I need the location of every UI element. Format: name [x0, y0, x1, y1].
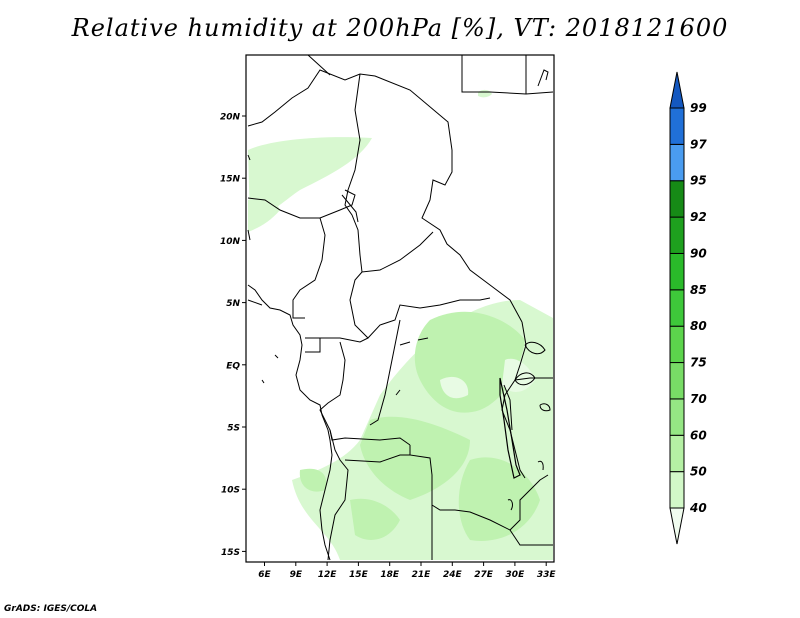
colorbar-label: 75 — [690, 356, 707, 370]
colorbar-band — [669, 143, 685, 182]
colorbar-label: 80 — [690, 319, 707, 333]
colorbar: 40 50 60 70 75 80 85 90 92 95 97 99 — [669, 71, 707, 545]
coastlines — [247, 69, 551, 561]
colorbar-label: 50 — [690, 465, 707, 479]
colorbar-band — [669, 398, 685, 436]
lon-tick-label: 30E — [506, 570, 526, 580]
colorbar-band — [669, 434, 685, 473]
lat-tick-label: 5N — [226, 299, 240, 309]
colorbar-band — [669, 252, 685, 291]
lon-tick-label: 27E — [474, 570, 494, 580]
lat-tick-label: EQ — [226, 361, 240, 371]
colorbar-label: 99 — [690, 101, 707, 115]
lon-tick-label: 24E — [443, 570, 463, 580]
lon-tick-label: 33E — [537, 570, 557, 580]
lon-tick-label: 21E — [412, 570, 432, 580]
colorbar-band — [669, 107, 685, 145]
colorbar-label: 40 — [689, 501, 707, 515]
colorbar-label: 92 — [690, 210, 707, 224]
lat-tick-label: 10S — [221, 486, 240, 496]
lat-tick-label: 10N — [220, 237, 241, 247]
colorbar-label: 95 — [690, 174, 707, 188]
colorbar-label: 97 — [690, 137, 707, 151]
colorbar-label: 85 — [690, 283, 707, 297]
lon-tick-label: 9E — [290, 570, 303, 580]
latitude-axis: 20N 15N 10N 5N EQ 5S 10S 15S — [220, 113, 246, 558]
colorbar-upper-triangle — [669, 71, 685, 109]
colorbar-label: 90 — [690, 246, 707, 260]
colorbar-band — [669, 362, 685, 400]
lon-tick-label: 18E — [380, 570, 400, 580]
colorbar-band — [669, 325, 685, 364]
colorbar-band — [669, 216, 685, 254]
longitude-axis: 6E 9E 12E 15E 18E 21E 24E 27E 30E 33E — [258, 562, 556, 580]
colorbar-lower-triangle — [669, 507, 685, 545]
lat-tick-label: 5S — [227, 424, 240, 434]
colorbar-label: 70 — [690, 392, 707, 406]
lat-tick-label: 20N — [220, 113, 241, 123]
lat-tick-label: 15N — [220, 175, 241, 185]
colorbar-band — [669, 180, 685, 218]
lat-tick-label: 15S — [221, 548, 240, 558]
humidity-shading — [248, 89, 553, 560]
lon-tick-label: 12E — [318, 570, 338, 580]
country-borders — [247, 54, 554, 561]
lon-tick-label: 15E — [349, 570, 369, 580]
colorbar-label: 60 — [690, 428, 707, 442]
colorbar-band — [669, 289, 685, 327]
chart-title: Relative humidity at 200hPa [%], VT: 201… — [71, 14, 729, 42]
lon-tick-label: 6E — [258, 570, 271, 580]
colorbar-band — [669, 471, 685, 509]
map-frame — [245, 54, 555, 563]
footer-credit: GrADS: IGES/COLA — [4, 604, 98, 614]
